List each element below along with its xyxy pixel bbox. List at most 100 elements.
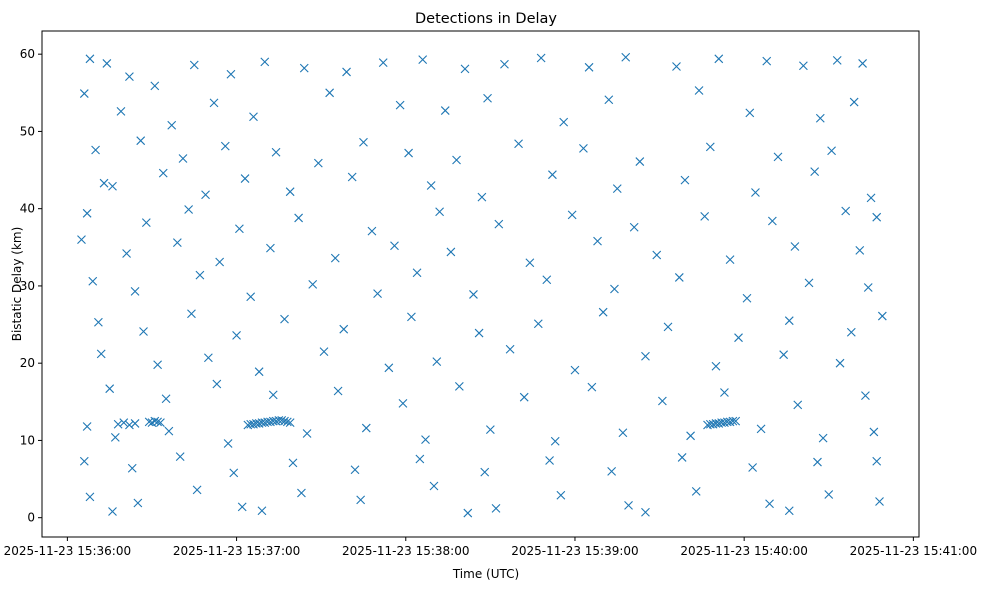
data-point bbox=[285, 187, 295, 197]
data-point bbox=[407, 312, 416, 322]
x-axis: 2025-11-23 15:36:00 2025-11-23 15:37:00 20… bbox=[4, 537, 977, 558]
data-point bbox=[361, 423, 371, 433]
data-point bbox=[875, 497, 884, 506]
data-point bbox=[841, 206, 851, 216]
data-point bbox=[691, 487, 701, 496]
data-point bbox=[686, 431, 695, 441]
data-point bbox=[277, 415, 287, 425]
data-point bbox=[175, 452, 185, 462]
data-point bbox=[832, 55, 842, 65]
data-point bbox=[153, 360, 163, 370]
data-point bbox=[203, 353, 213, 363]
data-point bbox=[192, 485, 202, 495]
y-tick-label: 50 bbox=[20, 124, 35, 138]
data-point bbox=[835, 358, 845, 368]
data-point bbox=[545, 456, 554, 465]
data-point bbox=[624, 500, 633, 510]
data-point bbox=[607, 466, 617, 476]
data-point bbox=[254, 367, 264, 377]
data-point bbox=[657, 396, 667, 406]
data-point bbox=[804, 278, 814, 288]
data-point bbox=[412, 268, 422, 278]
data-point bbox=[308, 279, 318, 289]
data-point bbox=[629, 222, 639, 232]
data-point bbox=[246, 292, 256, 302]
data-point bbox=[421, 435, 430, 445]
data-point bbox=[184, 205, 194, 214]
data-point bbox=[395, 100, 405, 110]
plot-area bbox=[41, 30, 920, 538]
data-point bbox=[480, 467, 490, 477]
data-point bbox=[641, 351, 650, 361]
data-point bbox=[85, 54, 95, 64]
data-point bbox=[235, 224, 244, 234]
data-point bbox=[618, 428, 628, 438]
data-point bbox=[793, 400, 803, 410]
data-point bbox=[153, 417, 163, 427]
data-point bbox=[302, 429, 312, 438]
data-point bbox=[158, 168, 168, 178]
data-point bbox=[798, 61, 808, 71]
data-point bbox=[784, 316, 794, 326]
data-point bbox=[440, 106, 450, 115]
data-point bbox=[728, 416, 738, 426]
data-point bbox=[505, 344, 515, 354]
data-point bbox=[460, 64, 470, 74]
data-point bbox=[593, 236, 602, 246]
data-point bbox=[240, 174, 250, 183]
y-tick-label: 20 bbox=[20, 356, 35, 370]
data-point bbox=[550, 436, 560, 446]
data-point bbox=[610, 284, 619, 294]
data-point bbox=[415, 454, 425, 464]
data-point bbox=[319, 347, 329, 356]
data-point bbox=[790, 242, 800, 251]
data-point bbox=[824, 490, 834, 499]
data-point bbox=[877, 311, 887, 321]
data-point bbox=[282, 417, 292, 427]
data-point bbox=[872, 456, 882, 466]
data-point bbox=[404, 148, 413, 158]
data-point bbox=[533, 319, 543, 329]
data-point bbox=[494, 219, 504, 229]
data-point bbox=[229, 468, 239, 478]
data-point bbox=[491, 504, 501, 513]
data-point bbox=[359, 137, 368, 147]
x-tick-label: 2025-11-23 15:36:00 bbox=[4, 544, 131, 558]
data-point bbox=[435, 207, 444, 217]
data-point bbox=[201, 190, 210, 200]
data-point bbox=[390, 241, 399, 251]
data-point bbox=[714, 54, 724, 64]
data-point bbox=[818, 433, 828, 443]
data-point bbox=[855, 246, 865, 255]
data-point bbox=[189, 60, 199, 70]
data-point bbox=[82, 422, 92, 431]
data-point bbox=[356, 495, 366, 505]
data-point bbox=[116, 106, 126, 116]
data-point bbox=[119, 418, 129, 428]
data-point bbox=[784, 506, 794, 516]
data-point bbox=[810, 167, 820, 176]
data-point bbox=[347, 172, 357, 182]
y-tick-label: 60 bbox=[20, 47, 35, 61]
data-point bbox=[178, 154, 188, 163]
data-point bbox=[85, 492, 95, 502]
data-point bbox=[635, 157, 645, 166]
data-point bbox=[748, 463, 758, 472]
data-point bbox=[751, 188, 760, 197]
data-point bbox=[734, 333, 743, 343]
data-point bbox=[339, 324, 349, 334]
data-point bbox=[418, 55, 428, 64]
data-point bbox=[485, 425, 495, 435]
data-point bbox=[313, 158, 323, 168]
x-tick-label: 2025-11-23 15:37:00 bbox=[173, 544, 300, 558]
data-point bbox=[559, 117, 569, 127]
data-point bbox=[725, 255, 735, 265]
data-point bbox=[342, 67, 351, 77]
data-point bbox=[133, 498, 143, 508]
data-point bbox=[232, 330, 241, 340]
data-point bbox=[130, 286, 140, 296]
data-point bbox=[288, 458, 298, 468]
y-tick-label: 10 bbox=[20, 433, 35, 447]
data-point bbox=[604, 95, 614, 105]
data-point bbox=[91, 145, 100, 155]
